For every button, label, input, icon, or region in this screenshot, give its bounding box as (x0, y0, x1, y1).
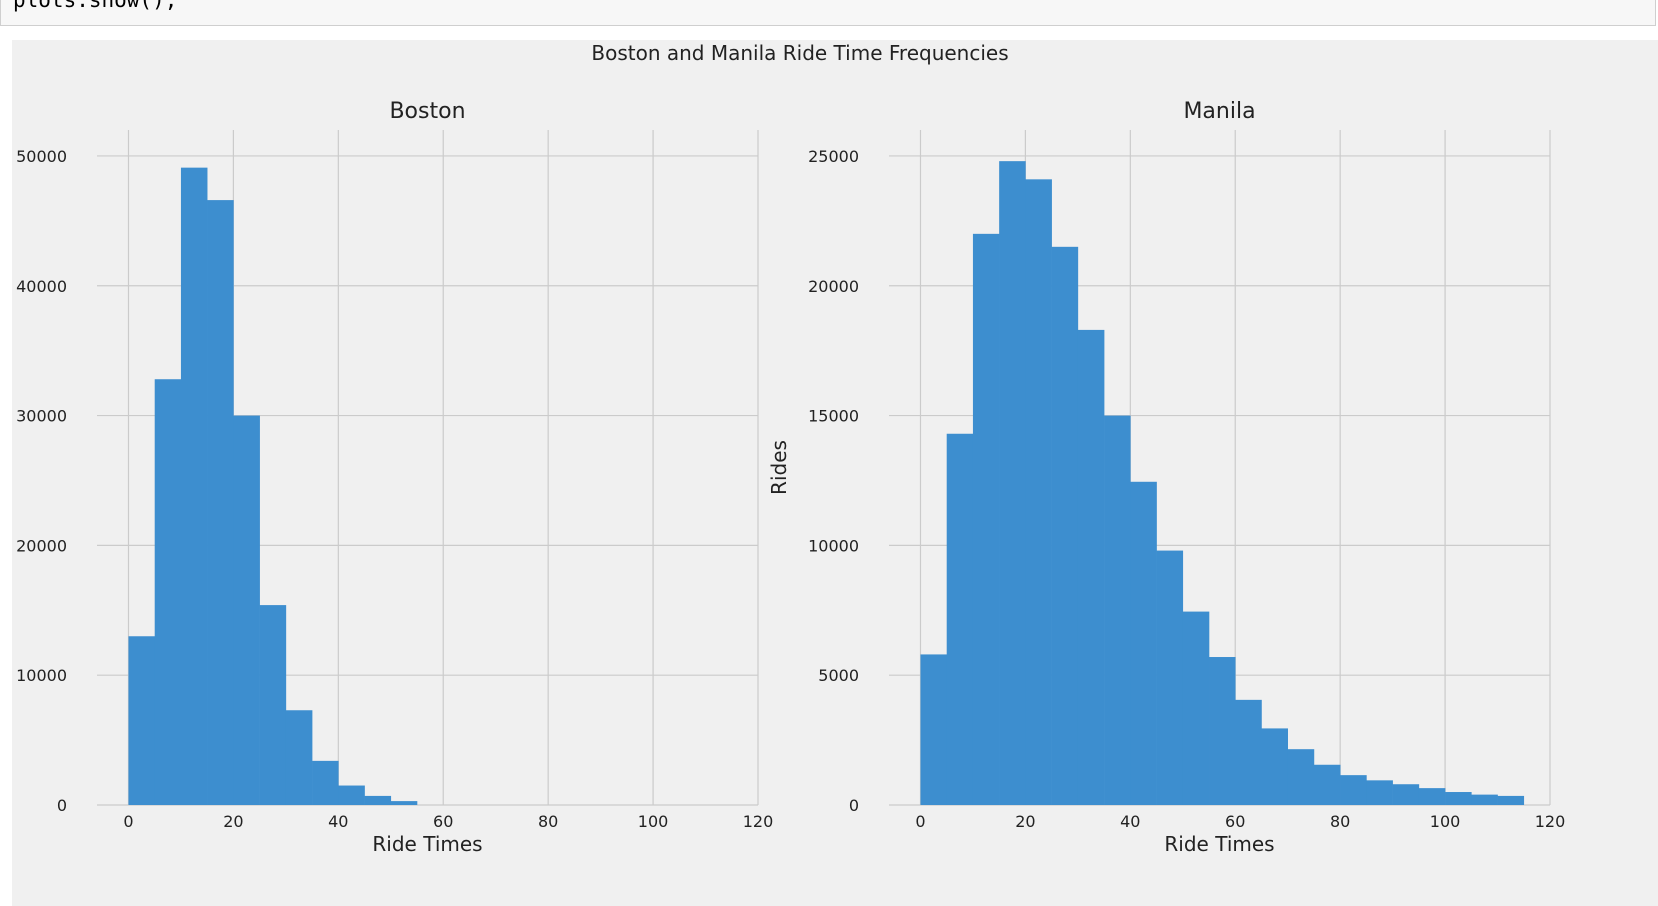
y-tick-label: 15000 (808, 407, 859, 426)
histogram-bar (1130, 481, 1157, 805)
figure-suptitle: Boston and Manila Ride Time Frequencies (591, 41, 1008, 65)
histogram-bar (1471, 794, 1498, 805)
figure: Boston and Manila Ride Time Frequencies … (12, 40, 1658, 906)
histogram-bar (233, 415, 260, 805)
histogram-bar (1497, 795, 1525, 805)
histogram-bar (259, 605, 287, 805)
figure-canvas: Boston and Manila Ride Time Frequencies … (16, 41, 1565, 856)
histogram-bar (390, 801, 418, 805)
x-tick-label: 40 (328, 812, 348, 831)
axes-title: Manila (1183, 99, 1255, 124)
histogram-bar (999, 161, 1026, 806)
x-tick-label: 120 (1535, 812, 1566, 831)
histogram-bar (338, 785, 365, 805)
y-tick-label: 30000 (16, 407, 67, 426)
histogram-bar (1366, 780, 1393, 805)
y-tick-label: 5000 (818, 666, 859, 685)
x-tick-label: 80 (1330, 812, 1350, 831)
histogram-bar (1209, 657, 1236, 805)
x-tick-label: 100 (638, 812, 669, 831)
histogram-bar (972, 233, 1000, 805)
histogram-bar (180, 167, 208, 805)
histogram-bar (1418, 788, 1446, 805)
axes-boston: 0 20 40 60 80 100 120 0 10000 20000 30000 40000 5000… (16, 99, 774, 856)
histogram-bar (1077, 329, 1105, 805)
code-cell[interactable]: plots.show(); (0, 0, 1656, 26)
histogram-bar (207, 200, 234, 805)
histogram-bar (1261, 728, 1288, 805)
y-tick-label: 50000 (16, 147, 67, 166)
histogram-bar (1025, 179, 1052, 806)
x-tick-label: 40 (1120, 812, 1140, 831)
x-tick-label: 20 (1015, 812, 1035, 831)
histogram-bar (1235, 699, 1262, 805)
histogram-bar (1182, 611, 1210, 805)
y-tick-label: 25000 (808, 147, 859, 166)
y-tick-label: 20000 (16, 536, 67, 555)
y-tick-label: 40000 (16, 277, 67, 296)
x-axis-label: Ride Times (372, 832, 482, 856)
histogram-bar (128, 636, 156, 805)
histogram-bar (1051, 246, 1079, 806)
y-axis-label: Rides (767, 440, 791, 495)
histogram-bar (285, 710, 313, 805)
histogram-bar (1445, 792, 1472, 805)
y-tick-label: 10000 (16, 666, 67, 685)
x-tick-label: 60 (433, 812, 453, 831)
x-tick-label: 120 (743, 812, 774, 831)
histogram-bar (312, 760, 339, 805)
histogram-bar (1156, 550, 1184, 805)
histogram-bar (1287, 749, 1315, 805)
code-line: plots.show(); (13, 0, 178, 12)
axes-manila: 0 20 40 60 80 100 120 0 5000 10000 15000 20000 25000… (767, 99, 1565, 856)
x-tick-label: 60 (1225, 812, 1245, 831)
x-tick-label: 20 (223, 812, 243, 831)
y-tick-label: 20000 (808, 277, 859, 296)
x-tick-label: 0 (123, 812, 133, 831)
axes-title: Boston (389, 99, 465, 124)
histogram-bar (1313, 764, 1341, 805)
histogram-bar (154, 379, 182, 805)
x-tick-label: 100 (1430, 812, 1461, 831)
histogram-bar (946, 433, 974, 805)
y-tick-label: 10000 (808, 536, 859, 555)
histogram-bar (364, 795, 392, 805)
histogram-bar (920, 654, 948, 805)
x-tick-label: 0 (915, 812, 925, 831)
histogram-bar (1392, 784, 1420, 805)
y-tick-label: 0 (849, 796, 859, 815)
x-tick-label: 80 (538, 812, 558, 831)
histogram-bar (1104, 415, 1131, 805)
histogram-bar (1340, 775, 1367, 805)
y-tick-label: 0 (57, 796, 67, 815)
x-axis-label: Ride Times (1164, 832, 1274, 856)
